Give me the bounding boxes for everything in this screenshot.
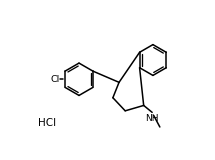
Text: HCl: HCl [38,118,56,128]
Text: Cl: Cl [51,75,60,84]
Text: NH: NH [145,114,158,123]
